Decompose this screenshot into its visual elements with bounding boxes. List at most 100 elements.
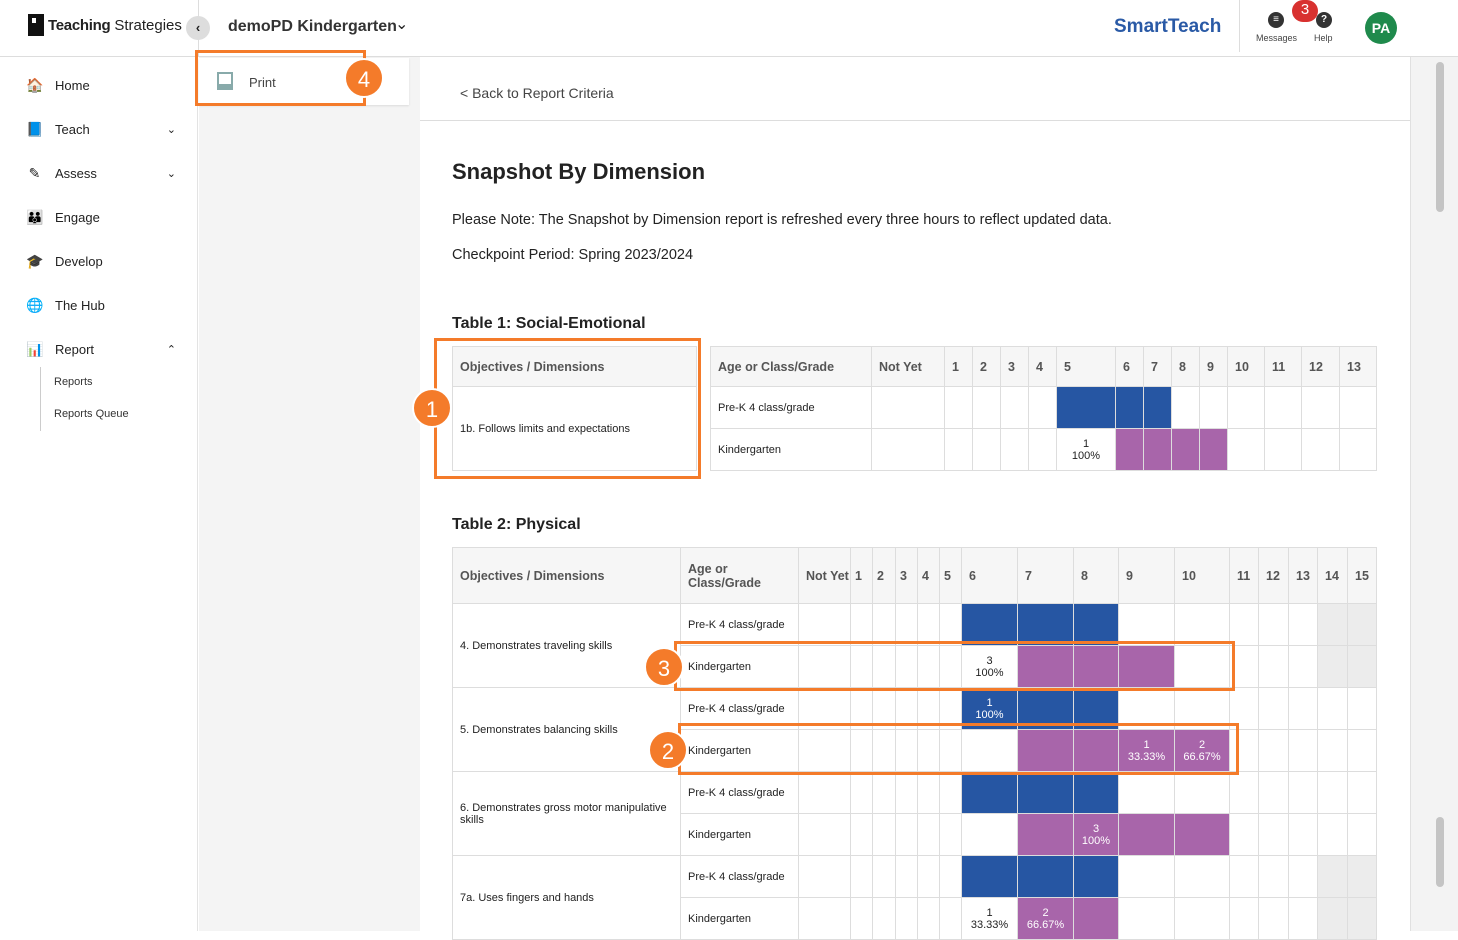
level-1-cell [850,813,873,856]
level-6-cell [961,603,1018,646]
messages-icon[interactable]: ≡ [1268,12,1284,28]
print-label: Print [249,75,276,90]
chevron-icon[interactable]: ⌃ [166,344,176,356]
level-14-cell [1317,645,1348,688]
assess-icon: ✎ [28,165,41,181]
level-1-cell [850,855,873,898]
annotation-box-2 [678,723,1239,775]
level-1-cell [850,897,873,940]
sidebar-item-label: Report [55,342,95,357]
smartteach-logo: SmartTeach [1114,16,1222,37]
count-label: 3 [986,654,993,667]
messages-label[interactable]: Messages [1256,33,1298,43]
level-14-cell [1317,855,1348,898]
objective-cell: 1b. Follows limits and expectations [452,386,697,471]
level-8-cell [1073,897,1119,940]
column-header: 2 [872,547,896,604]
org-selector[interactable]: demoPD Kindergarten [228,18,397,35]
level-6-cell [1115,428,1144,471]
level-7-cell [1017,813,1074,856]
level-3-cell [895,855,918,898]
refresh-note: Please Note: The Snapshot by Dimension r… [452,212,1112,228]
column-header: 11 [1264,346,1302,387]
level-8-cell: 3 100% [1073,813,1119,856]
column-header: 4 [1028,346,1057,387]
level-10-cell [1174,771,1230,814]
scrollbar-thumb-secondary[interactable] [1436,817,1444,887]
column-header: 8 [1073,547,1119,604]
column-header: 2 [972,346,1001,387]
divider [1239,0,1240,52]
objective-cell: 4. Demonstrates traveling skills [452,603,681,688]
sidebar-item-develop[interactable]: 🎓 Develop [26,253,176,270]
column-header: 14 [1317,547,1348,604]
teaching-strategies-logo[interactable]: Teaching Strategies [28,14,182,36]
level-7-cell [1017,771,1074,814]
sidebar-item-label: The Hub [55,298,105,313]
engage-icon: 👪 [26,209,44,225]
percent-label: 100% [975,708,1004,721]
sidebar-item-engage[interactable]: 👪 Engage [26,209,176,226]
column-header: 5 [939,547,962,604]
level-2-cell [872,603,896,646]
scrollbar-thumb[interactable] [1436,62,1444,212]
table-row: 5. Demonstrates balancing skills Pre-K 4 … [452,687,1377,772]
print-icon [217,72,233,90]
not-yet-cell [798,855,851,898]
objective-cell: 5. Demonstrates balancing skills [452,687,681,772]
level-10-cell [1174,813,1230,856]
help-label[interactable]: Help [1314,33,1333,43]
sidebar-item-home[interactable]: 🏠 Home [26,77,176,94]
logo-text: Strategies [114,16,182,34]
sidebar-item-the-hub[interactable]: 🌐 The Hub [26,297,176,314]
annotation-box-1 [434,338,701,479]
sidebar-item-reports-queue[interactable]: Reports Queue [54,408,129,420]
level-3-cell [895,813,918,856]
checkpoint-period: Checkpoint Period: Spring 2023/2024 [452,247,694,263]
help-icon[interactable]: ? [1316,12,1332,28]
collapse-sidebar-button[interactable]: ‹ [186,16,210,40]
avatar[interactable]: PA [1365,12,1397,44]
not-yet-cell [798,897,851,940]
level-5-cell [939,855,962,898]
level-13-cell [1288,603,1318,646]
sidebar-item-teach[interactable]: 📘 Teach ⌄ [26,121,176,138]
column-header: 15 [1347,547,1377,604]
chevron-icon[interactable]: ⌄ [166,124,176,136]
column-header: 3 [1000,346,1029,387]
level-3-cell [1000,428,1029,471]
level-14-cell [1317,897,1348,940]
level-1-cell [944,386,973,429]
group-cell: Pre-K 4 class/grade [680,855,799,898]
door-logo-icon [28,14,44,36]
level-13-cell [1288,729,1318,772]
back-to-report-criteria-link[interactable]: < Back to Report Criteria [460,85,614,101]
level-13-cell [1339,428,1377,471]
level-2-cell [872,771,896,814]
level-9-cell [1118,603,1175,646]
logo-text-bold: Teaching [48,16,111,34]
group-cell: Pre-K 4 class/grade [680,603,799,646]
level-13-cell [1288,813,1318,856]
sidebar-item-report[interactable]: 📊 Report ⌃ [26,341,176,358]
level-14-cell [1317,687,1348,730]
level-10-cell [1174,855,1230,898]
level-6-cell [961,771,1018,814]
scrollbar[interactable] [1410,57,1458,931]
level-1-cell [850,771,873,814]
chevron-icon[interactable]: ⌄ [166,168,176,180]
level-13-cell [1339,386,1377,429]
level-6-cell [961,855,1018,898]
level-4-cell [1028,386,1057,429]
column-header: 3 [895,547,918,604]
chevron-down-icon[interactable]: ⌄ [395,16,409,33]
teach-icon: 📘 [26,121,44,137]
level-9-cell [1199,386,1228,429]
count-label: 2 [1198,738,1206,751]
column-header: 9 [1199,346,1228,387]
level-6-cell [1115,386,1144,429]
sidebar-item-assess[interactable]: ✎ Assess ⌄ [26,165,176,182]
level-12-cell [1258,855,1289,898]
column-header: 9 [1118,547,1175,604]
sidebar-item-reports[interactable]: Reports [54,376,93,388]
